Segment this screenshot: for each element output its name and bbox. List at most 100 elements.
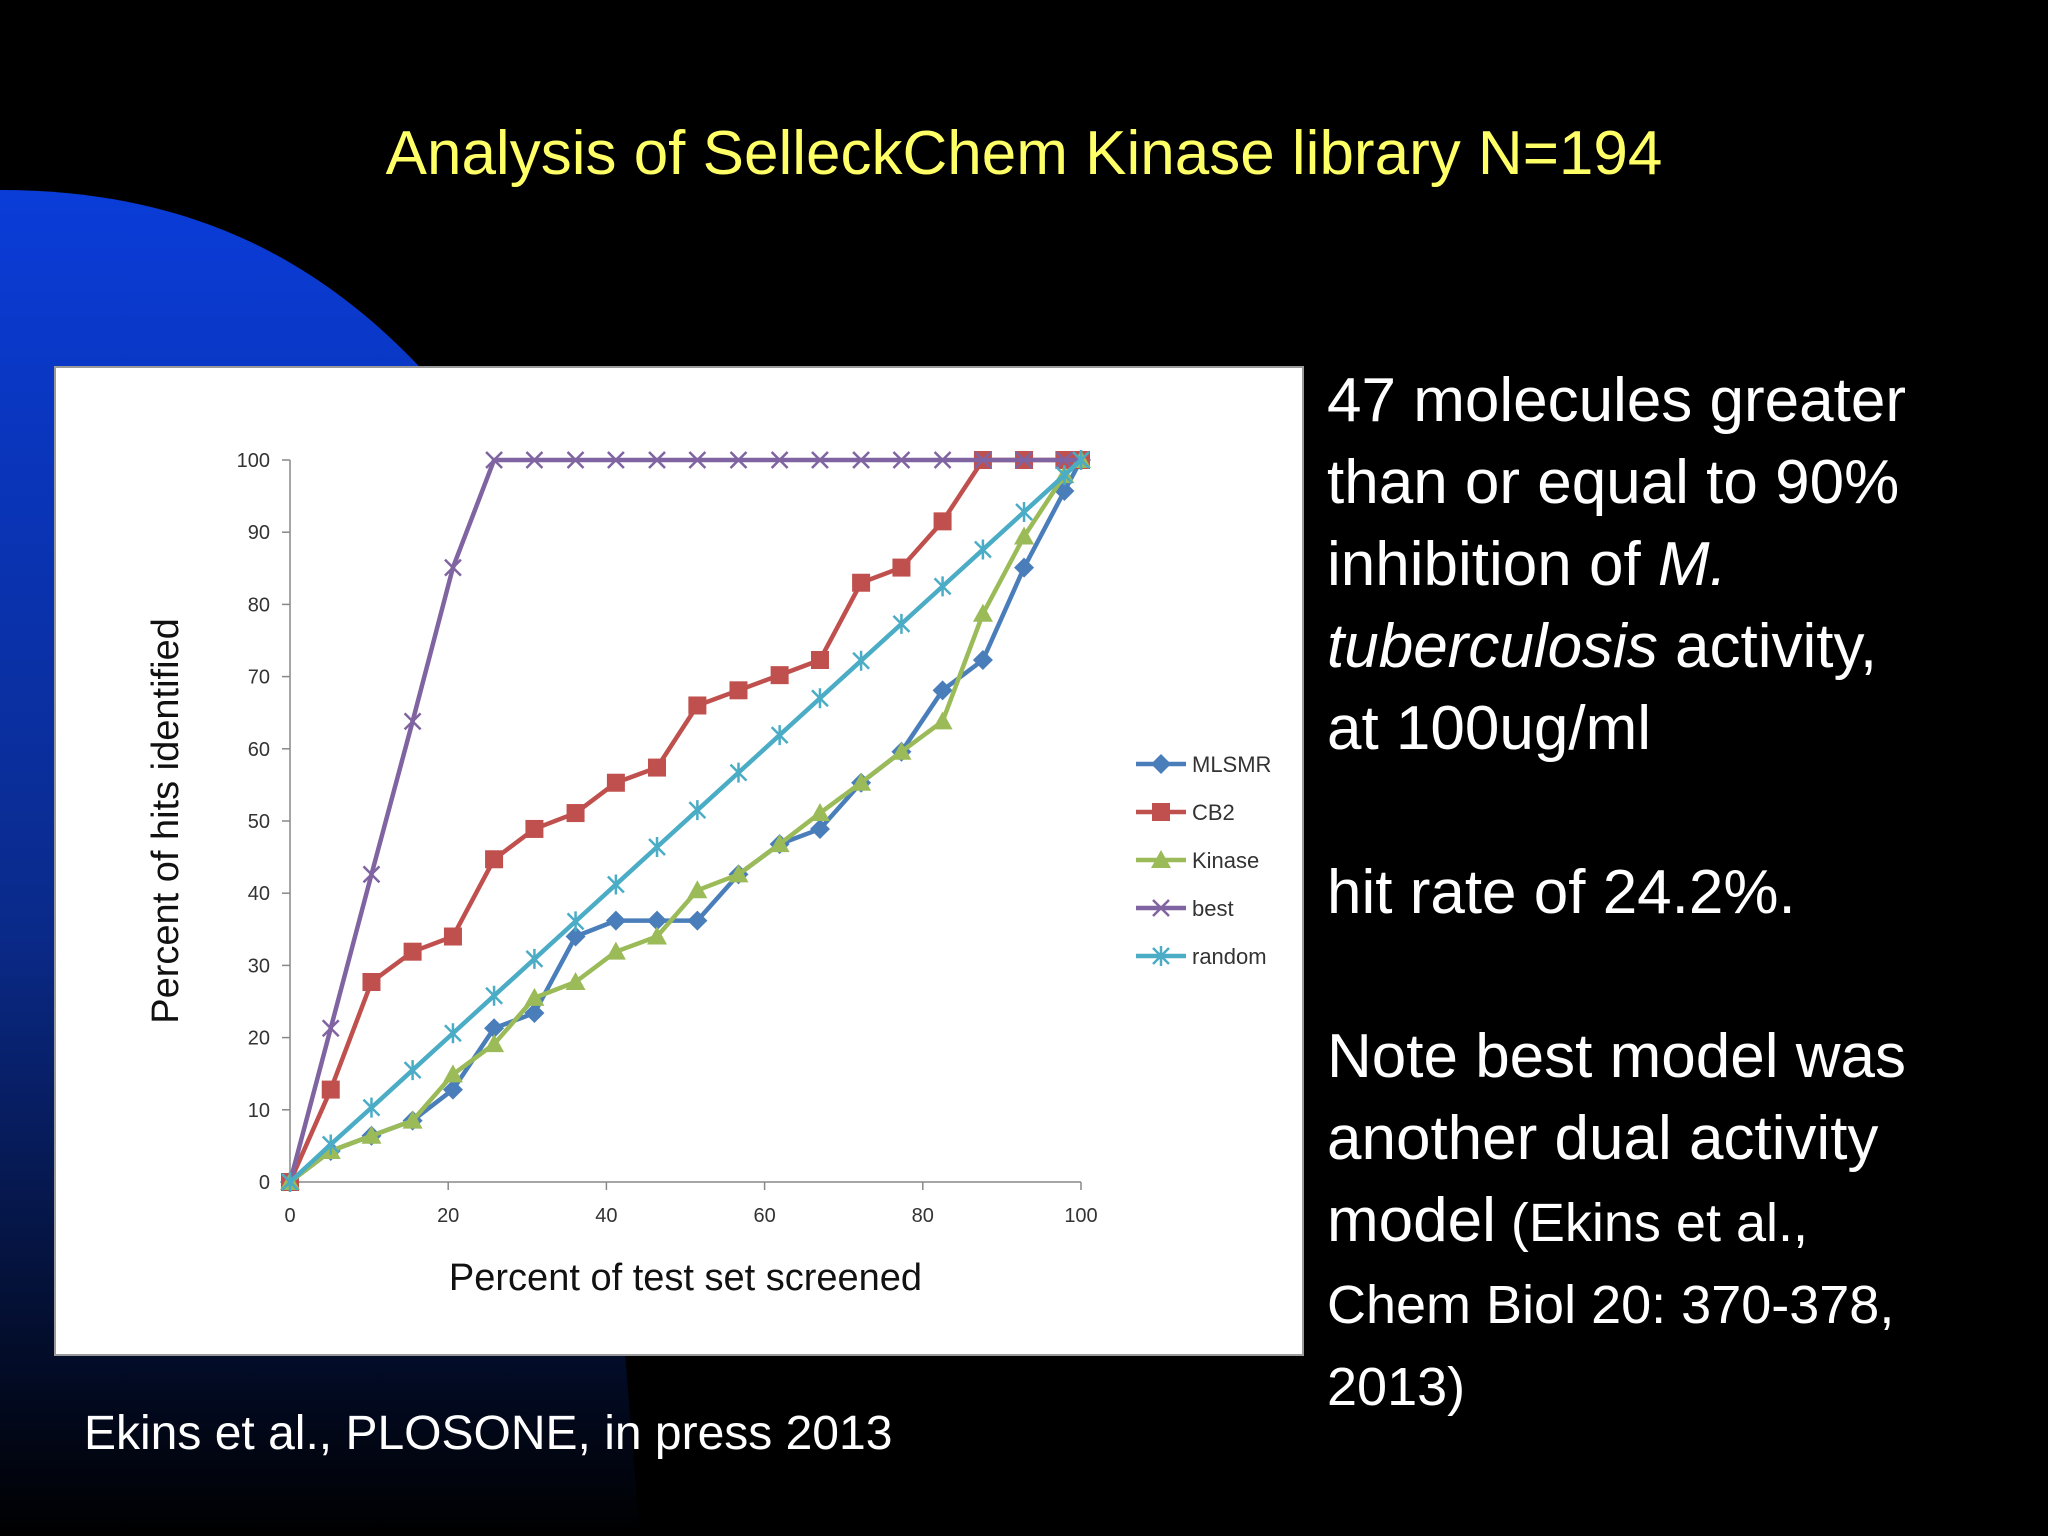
point-cb2 xyxy=(362,973,381,992)
y-tick-label: 0 xyxy=(259,1172,270,1194)
hits-line-3: inhibition of xyxy=(1327,530,1658,599)
hits-line-4: activity, xyxy=(1657,612,1878,681)
point-best xyxy=(321,1019,340,1038)
point-best xyxy=(648,451,666,469)
hits-paragraph: 47 molecules greater than or equal to 90… xyxy=(1327,360,2027,770)
point-best xyxy=(485,451,503,469)
note-ref-2: Chem Biol 20: 370-378, xyxy=(1327,1275,1895,1335)
point-random xyxy=(770,725,789,746)
point-best xyxy=(770,451,789,469)
x-tick-label: 100 xyxy=(1064,1205,1097,1227)
point-cb2 xyxy=(485,850,504,869)
slide-title: Analysis of SelleckChem Kinase library N… xyxy=(385,119,1663,188)
organism-species: tuberculosis xyxy=(1327,612,1658,681)
point-cb2 xyxy=(933,512,952,531)
y-tick-label: 60 xyxy=(248,739,270,761)
point-kinase xyxy=(484,1034,505,1053)
y-tick-label: 50 xyxy=(248,811,270,833)
hit-rate-text: hit rate of 24.2%. xyxy=(1327,858,1796,927)
legend-label-kinase: Kinase xyxy=(1192,848,1259,873)
point-kinase xyxy=(361,1125,382,1144)
point-random xyxy=(852,650,870,671)
point-random xyxy=(974,539,992,560)
point-best xyxy=(362,865,381,884)
note-line-1: Note best model was xyxy=(1327,1022,1906,1091)
point-cb2 xyxy=(443,927,462,946)
point-random xyxy=(362,1097,381,1118)
legend-marker-kinase xyxy=(1151,850,1171,868)
point-best xyxy=(933,451,952,469)
point-random xyxy=(1055,465,1074,486)
point-best xyxy=(811,451,829,469)
legend-marker-cb2 xyxy=(1152,803,1170,821)
x-tick-label: 60 xyxy=(753,1205,775,1227)
point-random xyxy=(403,1060,422,1081)
point-kinase xyxy=(932,711,953,730)
point-cb2 xyxy=(648,758,667,777)
point-kinase xyxy=(647,926,668,945)
legend-marker-mlsmr xyxy=(1151,754,1171,774)
point-best xyxy=(444,558,462,577)
legend-label-random: random xyxy=(1192,944,1267,969)
point-cb2 xyxy=(892,558,911,577)
hits-line-1: 47 molecules greater xyxy=(1327,366,1906,435)
point-random xyxy=(811,688,829,709)
hits-line-2: than or equal to 90% xyxy=(1327,448,1900,517)
citation: Ekins et al., PLOSONE, in press 2013 xyxy=(84,1407,893,1460)
point-mlsmr xyxy=(809,818,830,839)
point-kinase xyxy=(851,772,872,791)
point-cb2 xyxy=(606,773,625,792)
note-line-3: model xyxy=(1327,1186,1496,1255)
point-random xyxy=(933,576,952,597)
point-random xyxy=(688,800,707,821)
y-tick-label: 20 xyxy=(248,1028,270,1050)
y-tick-label: 40 xyxy=(248,883,270,905)
point-cb2 xyxy=(688,696,707,715)
point-random xyxy=(648,836,666,857)
note-line-2: another dual activity xyxy=(1327,1104,1879,1173)
note-paragraph: Note best model was another dual activit… xyxy=(1327,1016,2027,1426)
point-mlsmr xyxy=(565,926,586,947)
legend-label-best: best xyxy=(1192,896,1234,921)
point-random xyxy=(525,948,544,969)
point-kinase xyxy=(769,834,790,853)
note-ref-1: (Ekins et al., xyxy=(1495,1193,1808,1253)
point-kinase xyxy=(891,741,912,760)
hits-line-5: at 100ug/ml xyxy=(1327,694,1651,763)
y-tick-label: 90 xyxy=(248,522,270,544)
legend-marker-best xyxy=(1152,899,1170,917)
point-cb2 xyxy=(525,819,544,838)
point-best xyxy=(607,451,625,469)
y-tick-label: 100 xyxy=(237,450,270,472)
point-best xyxy=(974,451,992,469)
point-best xyxy=(1015,451,1033,469)
y-axis-label: Percent of hits identified xyxy=(145,618,187,1024)
point-random xyxy=(729,762,748,783)
point-best xyxy=(1055,451,1074,469)
point-cb2 xyxy=(321,1080,340,1099)
point-random xyxy=(607,874,625,895)
x-tick-label: 0 xyxy=(284,1205,295,1227)
point-cb2 xyxy=(810,650,829,669)
legend-label-mlsmr: MLSMR xyxy=(1192,752,1271,777)
point-mlsmr xyxy=(484,1018,505,1039)
point-kinase xyxy=(565,972,586,991)
point-kinase xyxy=(687,880,708,899)
point-cb2 xyxy=(852,573,871,592)
x-tick-label: 40 xyxy=(595,1205,617,1227)
point-kinase xyxy=(442,1064,463,1083)
point-mlsmr xyxy=(932,680,953,701)
point-mlsmr xyxy=(1054,481,1075,502)
point-mlsmr xyxy=(972,649,993,670)
point-random xyxy=(281,1172,299,1192)
point-mlsmr xyxy=(605,910,626,931)
point-mlsmr xyxy=(524,1003,545,1024)
point-best xyxy=(566,451,585,469)
x-axis-label: Percent of test set screened xyxy=(449,1257,922,1299)
legend-marker-random xyxy=(1152,946,1170,966)
point-kinase xyxy=(809,803,830,822)
point-random xyxy=(485,985,503,1006)
point-kinase xyxy=(728,864,749,883)
point-random xyxy=(566,911,585,932)
point-mlsmr xyxy=(442,1079,463,1100)
